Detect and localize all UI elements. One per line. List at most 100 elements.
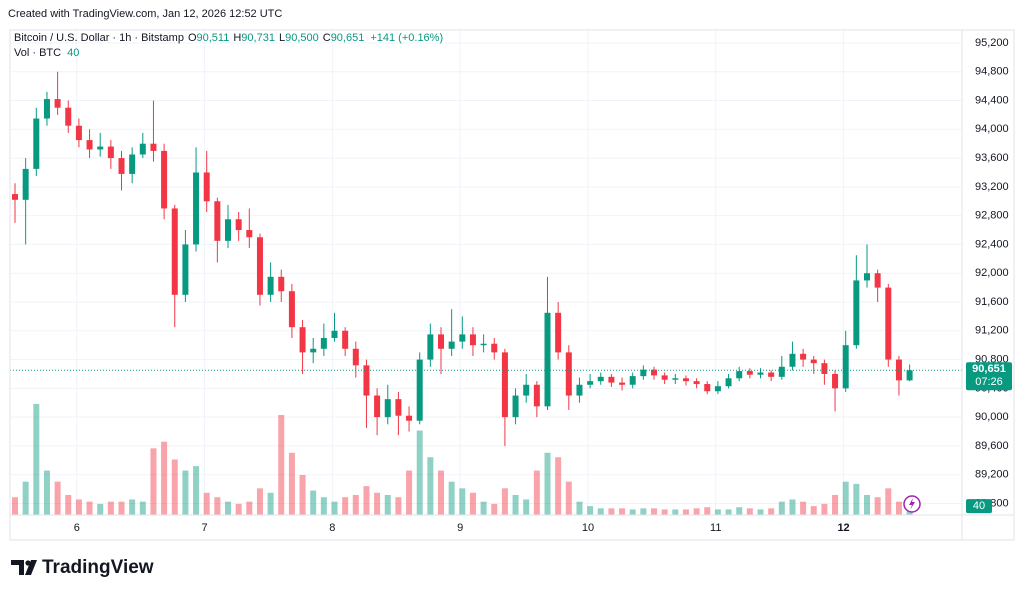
- candle-body: [54, 99, 61, 108]
- volume-bar: [427, 457, 434, 515]
- volume-bar: [129, 499, 136, 515]
- volume-bar: [363, 486, 370, 515]
- candle-body: [661, 375, 668, 380]
- volume-bar: [736, 507, 743, 515]
- y-tick-label: 89,600: [975, 440, 1009, 452]
- candle-body: [161, 150, 168, 209]
- candle-body: [406, 415, 413, 421]
- volume-bar: [619, 508, 626, 515]
- volume-bar: [480, 501, 487, 515]
- volume-bar: [459, 488, 466, 515]
- c-value: 90,651: [331, 32, 365, 44]
- candle-body: [107, 146, 114, 159]
- candle-body: [651, 369, 658, 376]
- candle-body: [587, 381, 594, 385]
- candle-body: [182, 244, 189, 295]
- x-tick-label: 7: [202, 522, 208, 534]
- candle-body: [544, 312, 551, 407]
- volume-bar: [832, 495, 839, 515]
- volume-bar: [533, 470, 540, 515]
- volume-bar: [842, 481, 849, 515]
- candle-body: [65, 107, 72, 126]
- candle-body: [342, 330, 349, 349]
- volume-bar: [810, 506, 817, 515]
- candle-body: [374, 395, 381, 418]
- candle-body: [597, 376, 604, 382]
- l-value: 90,500: [285, 32, 319, 44]
- last-price-box: [966, 362, 1012, 391]
- y-tick-label: 94,400: [975, 94, 1009, 106]
- candle-body: [746, 371, 753, 375]
- candle-body: [725, 378, 732, 387]
- countdown: 07:26: [975, 376, 1003, 388]
- volume-bar: [587, 506, 594, 515]
- volume-bar: [725, 509, 732, 515]
- volume-bar: [193, 466, 200, 515]
- volume-bar: [107, 501, 114, 515]
- candle-body: [832, 373, 839, 389]
- candle-body: [810, 359, 817, 364]
- volume-bar: [778, 501, 785, 515]
- volume-bar: [704, 507, 711, 515]
- candle-body: [512, 395, 519, 418]
- volume-bar: [75, 499, 82, 515]
- volume-bar: [139, 501, 146, 515]
- candle-body: [129, 154, 136, 174]
- volume-bar: [608, 508, 615, 515]
- candle-body: [203, 172, 210, 202]
- logo-text: TradingView: [42, 557, 154, 578]
- volume-bar: [161, 441, 168, 515]
- y-tick-label: 91,600: [975, 296, 1009, 308]
- candle-body: [491, 343, 498, 353]
- y-tick-label: 93,600: [975, 152, 1009, 164]
- candle-body: [448, 341, 455, 349]
- candle-body: [682, 378, 689, 382]
- candle-body: [320, 337, 327, 349]
- candle-body: [459, 334, 466, 342]
- volume-bar: [43, 470, 50, 515]
- candle-body: [672, 378, 679, 380]
- volume-bar: [267, 492, 274, 515]
- volume-bar: [54, 481, 61, 515]
- credit: Created with TradingView.com, Jan 12, 20…: [8, 8, 282, 20]
- plot: [10, 30, 962, 515]
- candle-body: [736, 371, 743, 379]
- volume-bar: [342, 497, 349, 515]
- x-tick-label: 9: [457, 522, 463, 534]
- y-tick-label: 94,800: [975, 66, 1009, 78]
- y-tick-label: 89,200: [975, 469, 1009, 481]
- candle-body: [501, 352, 508, 418]
- volume-bar: [416, 430, 423, 515]
- candle-body: [853, 280, 860, 346]
- volume-bar: [576, 501, 583, 515]
- candle-body: [789, 353, 796, 367]
- candle-body: [416, 359, 423, 421]
- volume-bar: [150, 448, 157, 515]
- x-tick-label: 6: [74, 522, 80, 534]
- y-tick-label: 95,200: [975, 37, 1009, 49]
- volume-bar: [182, 470, 189, 515]
- volume-bar: [853, 483, 860, 515]
- candle-body: [533, 384, 540, 407]
- candle-body: [619, 382, 626, 385]
- volume-bar: [885, 488, 892, 515]
- change: +141 (+0.16%): [370, 32, 443, 44]
- c-label: C: [323, 32, 331, 44]
- candle-body: [12, 194, 19, 200]
- candle-body: [310, 348, 317, 353]
- candle-body: [22, 168, 29, 200]
- candle-body: [299, 327, 306, 353]
- volume-bar: [523, 499, 530, 515]
- volume-bar: [256, 488, 263, 515]
- volume-bar: [714, 509, 721, 515]
- volume-bar: [225, 501, 232, 515]
- volume-bar: [320, 497, 327, 515]
- header-ohlc: Bitcoin / U.S. Dollar · 1h · Bitstamp O90…: [14, 32, 443, 44]
- volume-bar: [97, 503, 104, 515]
- candle-body: [384, 399, 391, 418]
- candle-body: [256, 237, 263, 295]
- volume-bar: [895, 501, 902, 515]
- candle-body: [75, 125, 82, 141]
- x-tick-label: 8: [329, 522, 335, 534]
